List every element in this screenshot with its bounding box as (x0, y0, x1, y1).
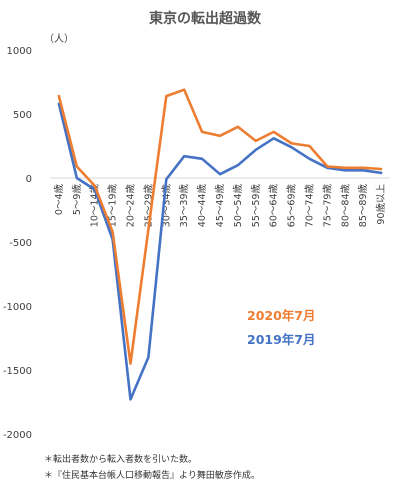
y-tick-label: 500 (13, 110, 32, 121)
x-tick-label: 5～9歳 (71, 184, 83, 216)
footnotes: ＊転出者数から転入者数を引いた数。 ＊『住民基本台帳人口移動報告』より舞田敏彦作… (44, 452, 260, 484)
x-tick-label: 60～64歳 (268, 184, 280, 228)
y-tick-label: 0 (26, 174, 32, 185)
x-tick-label: 40～44歳 (196, 184, 208, 228)
legend: 2020年7月 2019年7月 (247, 308, 316, 347)
x-tick-label: 20～24歳 (125, 184, 137, 228)
series-line-1 (57, 102, 383, 401)
series-group (57, 88, 383, 401)
unit-label: （人） (44, 33, 74, 45)
series-line-0 (57, 88, 383, 365)
x-tick-label: 45～49歳 (214, 184, 226, 228)
y-tick-label: -1500 (3, 366, 32, 377)
x-tick-label: 70～74歳 (303, 184, 315, 228)
footnote: ＊転出者数から転入者数を引いた数。 (44, 455, 198, 465)
y-tick-label: -1000 (3, 302, 32, 313)
x-tick-label: 90歳以上 (375, 184, 387, 225)
y-tick-label: -2000 (3, 430, 32, 441)
y-axis: 1000 500 0 -500 -1000 -1500 -2000 (3, 46, 32, 441)
x-tick-label: 0～4歳 (53, 184, 65, 216)
x-tick-label: 65～69歳 (286, 184, 298, 228)
y-tick-label: 1000 (7, 46, 32, 57)
x-tick-label: 55～59歳 (250, 184, 262, 228)
x-tick-label: 35～39歳 (178, 184, 190, 228)
x-tick-label: 85～89歳 (357, 184, 369, 228)
x-tick-label: 15～19歳 (107, 184, 119, 228)
legend-label: 2020年7月 (247, 308, 316, 323)
legend-label: 2019年7月 (247, 332, 316, 347)
x-tick-label: 80～84歳 (339, 184, 351, 228)
chart-title: 東京の転出超過数 (149, 10, 262, 27)
x-tick-label: 75～79歳 (321, 184, 333, 228)
line-chart: 東京の転出超過数 （人） 1000 500 0 -500 -1000 -1500 -2000… (3, 10, 390, 441)
y-tick-label: -500 (9, 238, 32, 249)
footnote: ＊『住民基本台帳人口移動報告』より舞田敏彦作成。 (44, 471, 260, 481)
x-tick-label: 50～54歳 (232, 184, 244, 228)
